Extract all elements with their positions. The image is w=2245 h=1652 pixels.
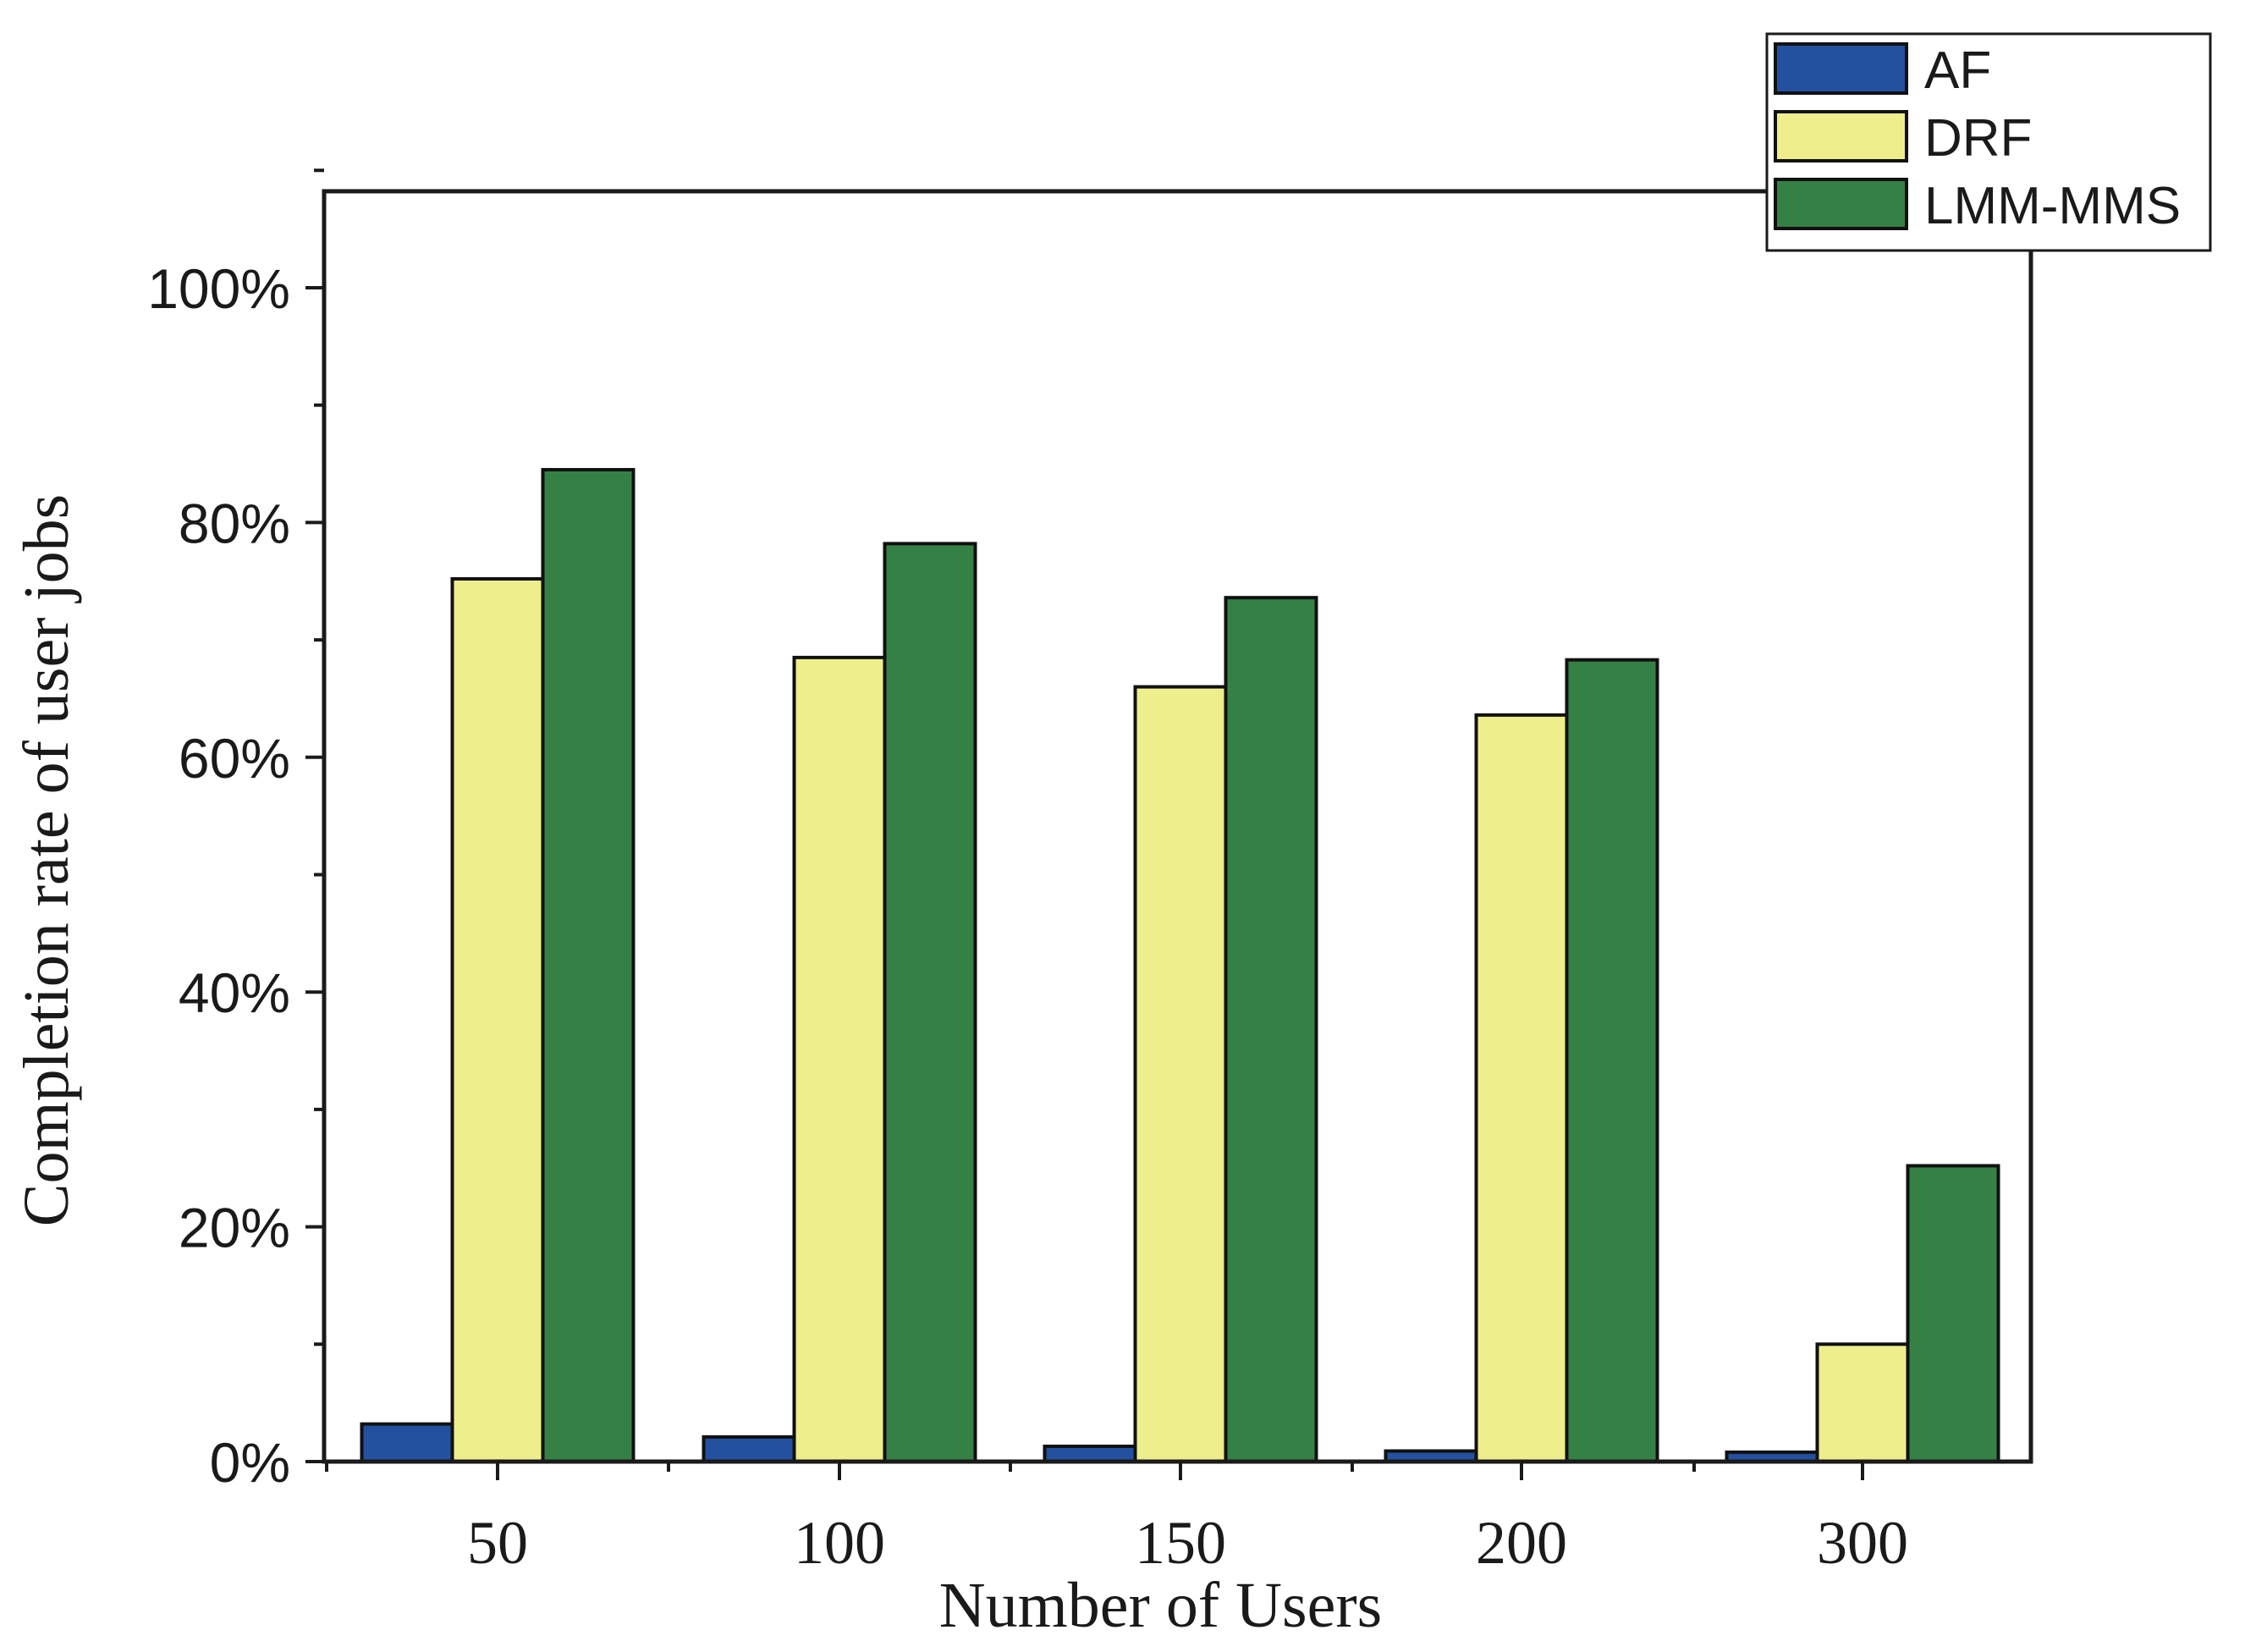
bar-af-50 [360, 1422, 454, 1463]
bar-drf-100 [792, 655, 887, 1463]
bar-lmm-mms-50 [541, 467, 636, 1463]
bar-lmm-mms-300 [1906, 1164, 2000, 1463]
ticks-layer: 0% 20% 40% 60% 80% 100% 50 100 150 200 300 [147, 168, 1908, 1577]
axes-layer [322, 189, 2033, 1464]
bar-drf-200 [1474, 713, 1569, 1463]
legend-label-lmm-mms: LMM-MMS [1924, 177, 2181, 235]
legend: AF DRF LMM-MMS [1765, 32, 2212, 252]
bar-drf-300 [1815, 1342, 1910, 1464]
y-tick-label: 60% [179, 727, 290, 790]
bars-layer [360, 467, 2000, 1464]
bar-drf-50 [450, 576, 545, 1464]
legend-swatch-af [1774, 42, 1908, 95]
bar-af-100 [702, 1434, 796, 1464]
plot-frame [322, 189, 2033, 1464]
legend-swatch-lmm-mms [1774, 178, 1908, 230]
bar-lmm-mms-150 [1224, 596, 1318, 1463]
x-tick-label: 300 [1817, 1509, 1908, 1577]
x-tick-label: 150 [1135, 1509, 1226, 1577]
legend-label-drf: DRF [1924, 109, 2032, 168]
y-axis-title: Completion rate of user jobs [11, 494, 82, 1226]
bar-drf-150 [1133, 685, 1228, 1463]
bar-lmm-mms-200 [1565, 658, 1659, 1463]
legend-label-af: AF [1924, 41, 1991, 100]
bar-lmm-mms-100 [883, 542, 977, 1464]
x-tick-label: 200 [1476, 1509, 1567, 1577]
x-tick-label: 100 [794, 1509, 885, 1577]
x-tick-label: 50 [467, 1509, 528, 1577]
x-axis-title: Number of Users [939, 1570, 1382, 1641]
y-tick-label: 100% [147, 257, 290, 320]
y-tick-label: 80% [179, 492, 290, 554]
y-tick-label: 20% [179, 1197, 290, 1259]
y-tick-label: 40% [179, 961, 290, 1024]
legend-swatch-drf [1774, 110, 1908, 162]
bar-af-150 [1043, 1444, 1137, 1463]
y-tick-label: 0% [210, 1431, 290, 1494]
